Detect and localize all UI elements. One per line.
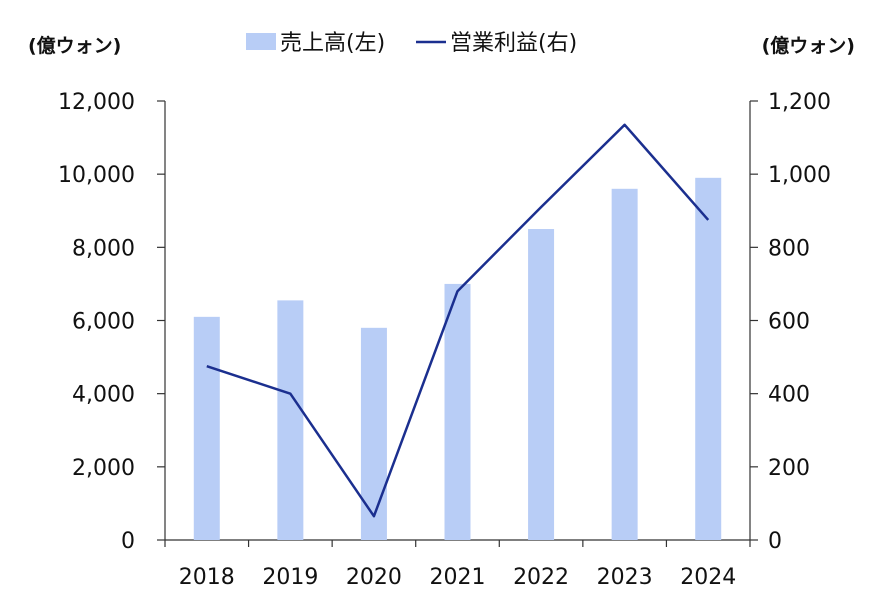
x-axis-label: 2018 [179,565,235,590]
sales-bar [444,283,471,540]
left-axis-tick-label: 8,000 [72,236,135,261]
x-axis-label: 2022 [513,565,569,590]
right-axis-unit: (億ウォン) [762,34,855,57]
sales-bar [193,316,220,540]
left-axis-unit: (億ウォン) [28,34,121,57]
legend-label-sales: 売上高(左) [280,31,385,56]
right-axis-tick-label: 600 [768,310,810,335]
x-axis-label: 2024 [680,565,736,590]
right-axis-tick-label: 200 [768,456,810,481]
operating-profit-line-layer [206,123,710,518]
x-axis-label: 2019 [262,565,318,590]
legend-swatch-sales [246,33,276,50]
left-axis-ticks: 0 2,000 4,000 6,000 8,000 10,000 12,000 [58,90,165,554]
right-axis-tick-label: 800 [768,236,810,261]
right-axis-tick-label: 1,200 [768,90,831,115]
sales-bar [277,300,304,540]
x-axis-label: 2020 [346,565,402,590]
left-axis-tick-label: 2,000 [72,456,135,481]
legend-label-operating-profit: 営業利益(右) [450,31,577,56]
right-axis-tick-label: 400 [768,383,810,408]
x-axis-label: 2021 [430,565,486,590]
left-axis-tick-label: 0 [121,529,135,554]
sales-bar [695,177,722,540]
sales-bars [193,177,722,541]
sales-bar [528,229,555,540]
left-axis-tick-label: 12,000 [58,90,135,115]
right-axis-tick-label: 0 [768,529,782,554]
right-axis-tick-label: 1,000 [768,163,831,188]
legend: 売上高(左) 営業利益(右) [246,31,577,56]
x-axis-ticks: 2018 2019 2020 2021 2022 2023 2024 [164,540,751,590]
left-axis-tick-label: 4,000 [72,383,135,408]
sales-bar [360,327,387,540]
left-axis-tick-label: 10,000 [58,163,135,188]
right-axis-ticks: 0 200 400 600 800 1,000 1,200 [750,90,831,554]
sales-bar [611,188,638,541]
left-axis-tick-label: 6,000 [72,310,135,335]
x-axis-label: 2023 [597,565,653,590]
